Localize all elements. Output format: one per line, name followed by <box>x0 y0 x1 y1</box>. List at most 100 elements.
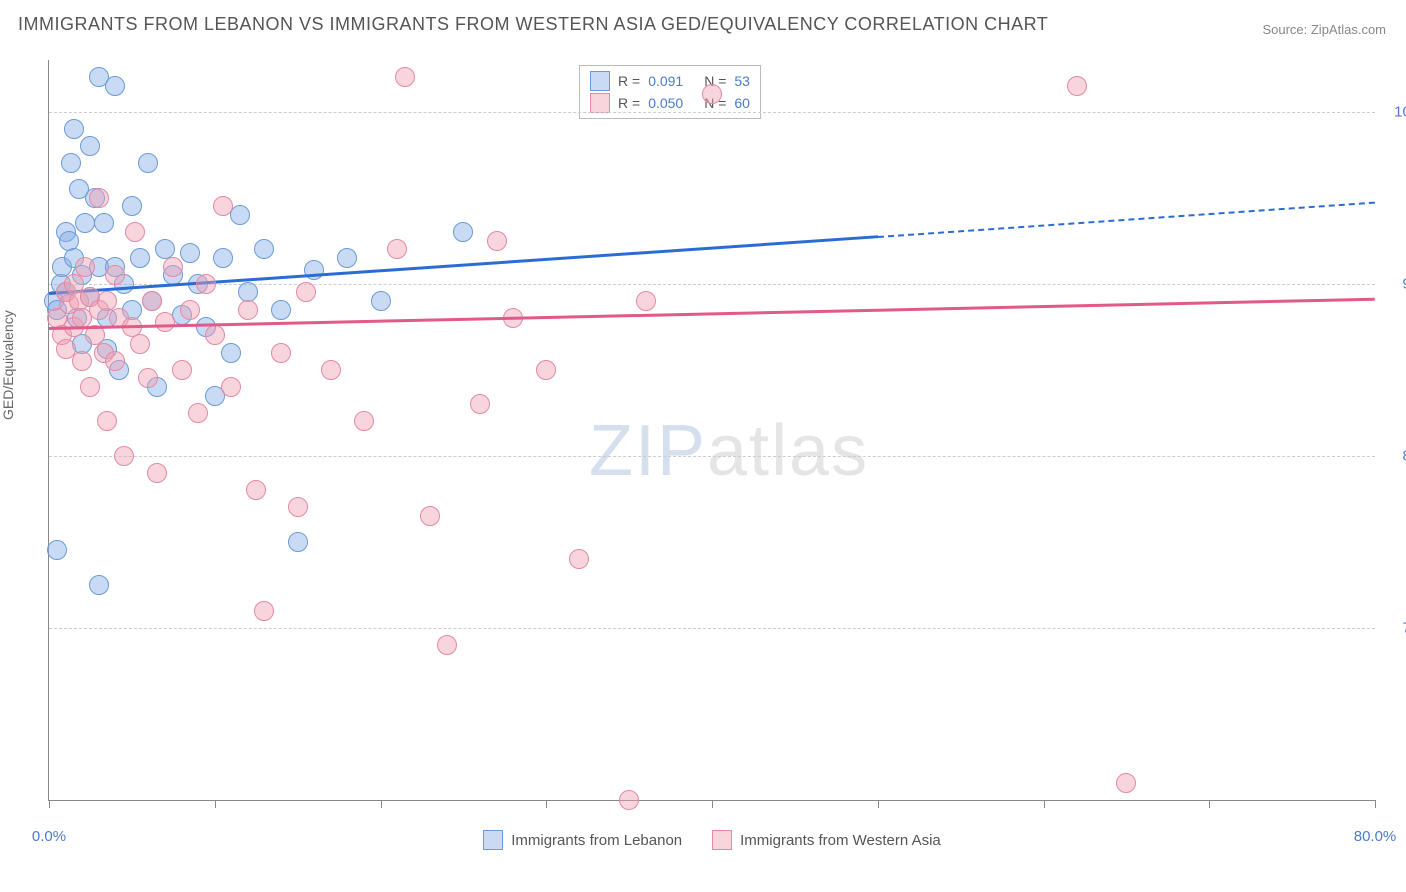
scatter-point <box>105 265 125 285</box>
scatter-point <box>142 291 162 311</box>
scatter-point <box>130 248 150 268</box>
y-axis-label: GED/Equivalency <box>0 310 16 420</box>
scatter-point <box>337 248 357 268</box>
scatter-point <box>213 196 233 216</box>
scatter-point <box>453 222 473 242</box>
r-label: R = <box>618 95 640 111</box>
gridline-h <box>49 628 1375 629</box>
x-tick <box>1044 800 1045 808</box>
r-value: 0.050 <box>648 95 696 111</box>
legend-swatch <box>590 71 610 91</box>
scatter-point <box>138 153 158 173</box>
scatter-point <box>636 291 656 311</box>
scatter-point <box>89 575 109 595</box>
legend-label: Immigrants from Western Asia <box>740 832 941 849</box>
scatter-point <box>354 411 374 431</box>
x-tick <box>1209 800 1210 808</box>
watermark-zip: ZIP <box>589 411 707 491</box>
scatter-point <box>288 497 308 517</box>
scatter-point <box>172 360 192 380</box>
x-tick <box>1375 800 1376 808</box>
scatter-point <box>254 239 274 259</box>
trend-line-dashed <box>878 201 1375 237</box>
scatter-point <box>75 213 95 233</box>
y-tick-label: 70.0% <box>1385 619 1406 636</box>
scatter-point <box>196 274 216 294</box>
scatter-point <box>702 84 722 104</box>
x-tick <box>215 800 216 808</box>
scatter-point <box>420 506 440 526</box>
scatter-point <box>89 188 109 208</box>
scatter-point <box>221 343 241 363</box>
watermark: ZIPatlas <box>589 410 869 492</box>
chart-title: IMMIGRANTS FROM LEBANON VS IMMIGRANTS FR… <box>18 14 1048 35</box>
n-value: 53 <box>734 73 750 89</box>
scatter-point <box>180 243 200 263</box>
scatter-point <box>188 403 208 423</box>
scatter-point <box>125 222 145 242</box>
scatter-point <box>304 260 324 280</box>
scatter-point <box>180 300 200 320</box>
scatter-point <box>114 446 134 466</box>
gridline-h <box>49 112 1375 113</box>
scatter-point <box>147 463 167 483</box>
scatter-point <box>64 119 84 139</box>
scatter-point <box>487 231 507 251</box>
scatter-point <box>437 635 457 655</box>
scatter-point <box>94 213 114 233</box>
series-legend: Immigrants from Lebanon Immigrants from W… <box>49 830 1375 850</box>
scatter-point <box>1067 76 1087 96</box>
scatter-point <box>296 282 316 302</box>
scatter-point <box>238 300 258 320</box>
x-tick-label: 0.0% <box>32 828 66 845</box>
scatter-point <box>254 601 274 621</box>
scatter-point <box>321 360 341 380</box>
scatter-point <box>1116 773 1136 793</box>
scatter-point <box>105 76 125 96</box>
gridline-h <box>49 456 1375 457</box>
source-attribution: Source: ZipAtlas.com <box>1262 22 1386 37</box>
scatter-point <box>61 153 81 173</box>
scatter-point <box>80 377 100 397</box>
r-value: 0.091 <box>648 73 696 89</box>
x-tick <box>546 800 547 808</box>
scatter-point <box>163 257 183 277</box>
scatter-point <box>246 480 266 500</box>
legend-item: Immigrants from Western Asia <box>712 830 941 850</box>
y-tick-label: 100.0% <box>1385 103 1406 120</box>
scatter-point <box>395 67 415 87</box>
scatter-point <box>72 351 92 371</box>
scatter-point <box>122 196 142 216</box>
scatter-point <box>97 411 117 431</box>
legend-label: Immigrants from Lebanon <box>511 832 682 849</box>
scatter-point <box>271 300 291 320</box>
scatter-point <box>536 360 556 380</box>
legend-swatch <box>483 830 503 850</box>
x-tick-label: 80.0% <box>1354 828 1397 845</box>
scatter-point <box>138 368 158 388</box>
scatter-point <box>387 239 407 259</box>
legend-row: R =0.091N =53 <box>590 70 750 92</box>
scatter-point <box>371 291 391 311</box>
scatter-point <box>569 549 589 569</box>
watermark-atlas: atlas <box>707 411 869 491</box>
scatter-point <box>105 351 125 371</box>
scatter-point <box>75 257 95 277</box>
scatter-point <box>288 532 308 552</box>
scatter-plot-area: R =0.091N =53R =0.050N =60 ZIPatlas Immi… <box>48 60 1375 801</box>
scatter-point <box>221 377 241 397</box>
r-label: R = <box>618 73 640 89</box>
scatter-point <box>47 540 67 560</box>
x-tick <box>381 800 382 808</box>
scatter-point <box>213 248 233 268</box>
scatter-point <box>155 312 175 332</box>
scatter-point <box>130 334 150 354</box>
y-tick-label: 90.0% <box>1385 275 1406 292</box>
scatter-point <box>271 343 291 363</box>
scatter-point <box>619 790 639 810</box>
scatter-point <box>205 325 225 345</box>
x-tick <box>712 800 713 808</box>
legend-swatch <box>712 830 732 850</box>
x-tick <box>49 800 50 808</box>
scatter-point <box>80 136 100 156</box>
